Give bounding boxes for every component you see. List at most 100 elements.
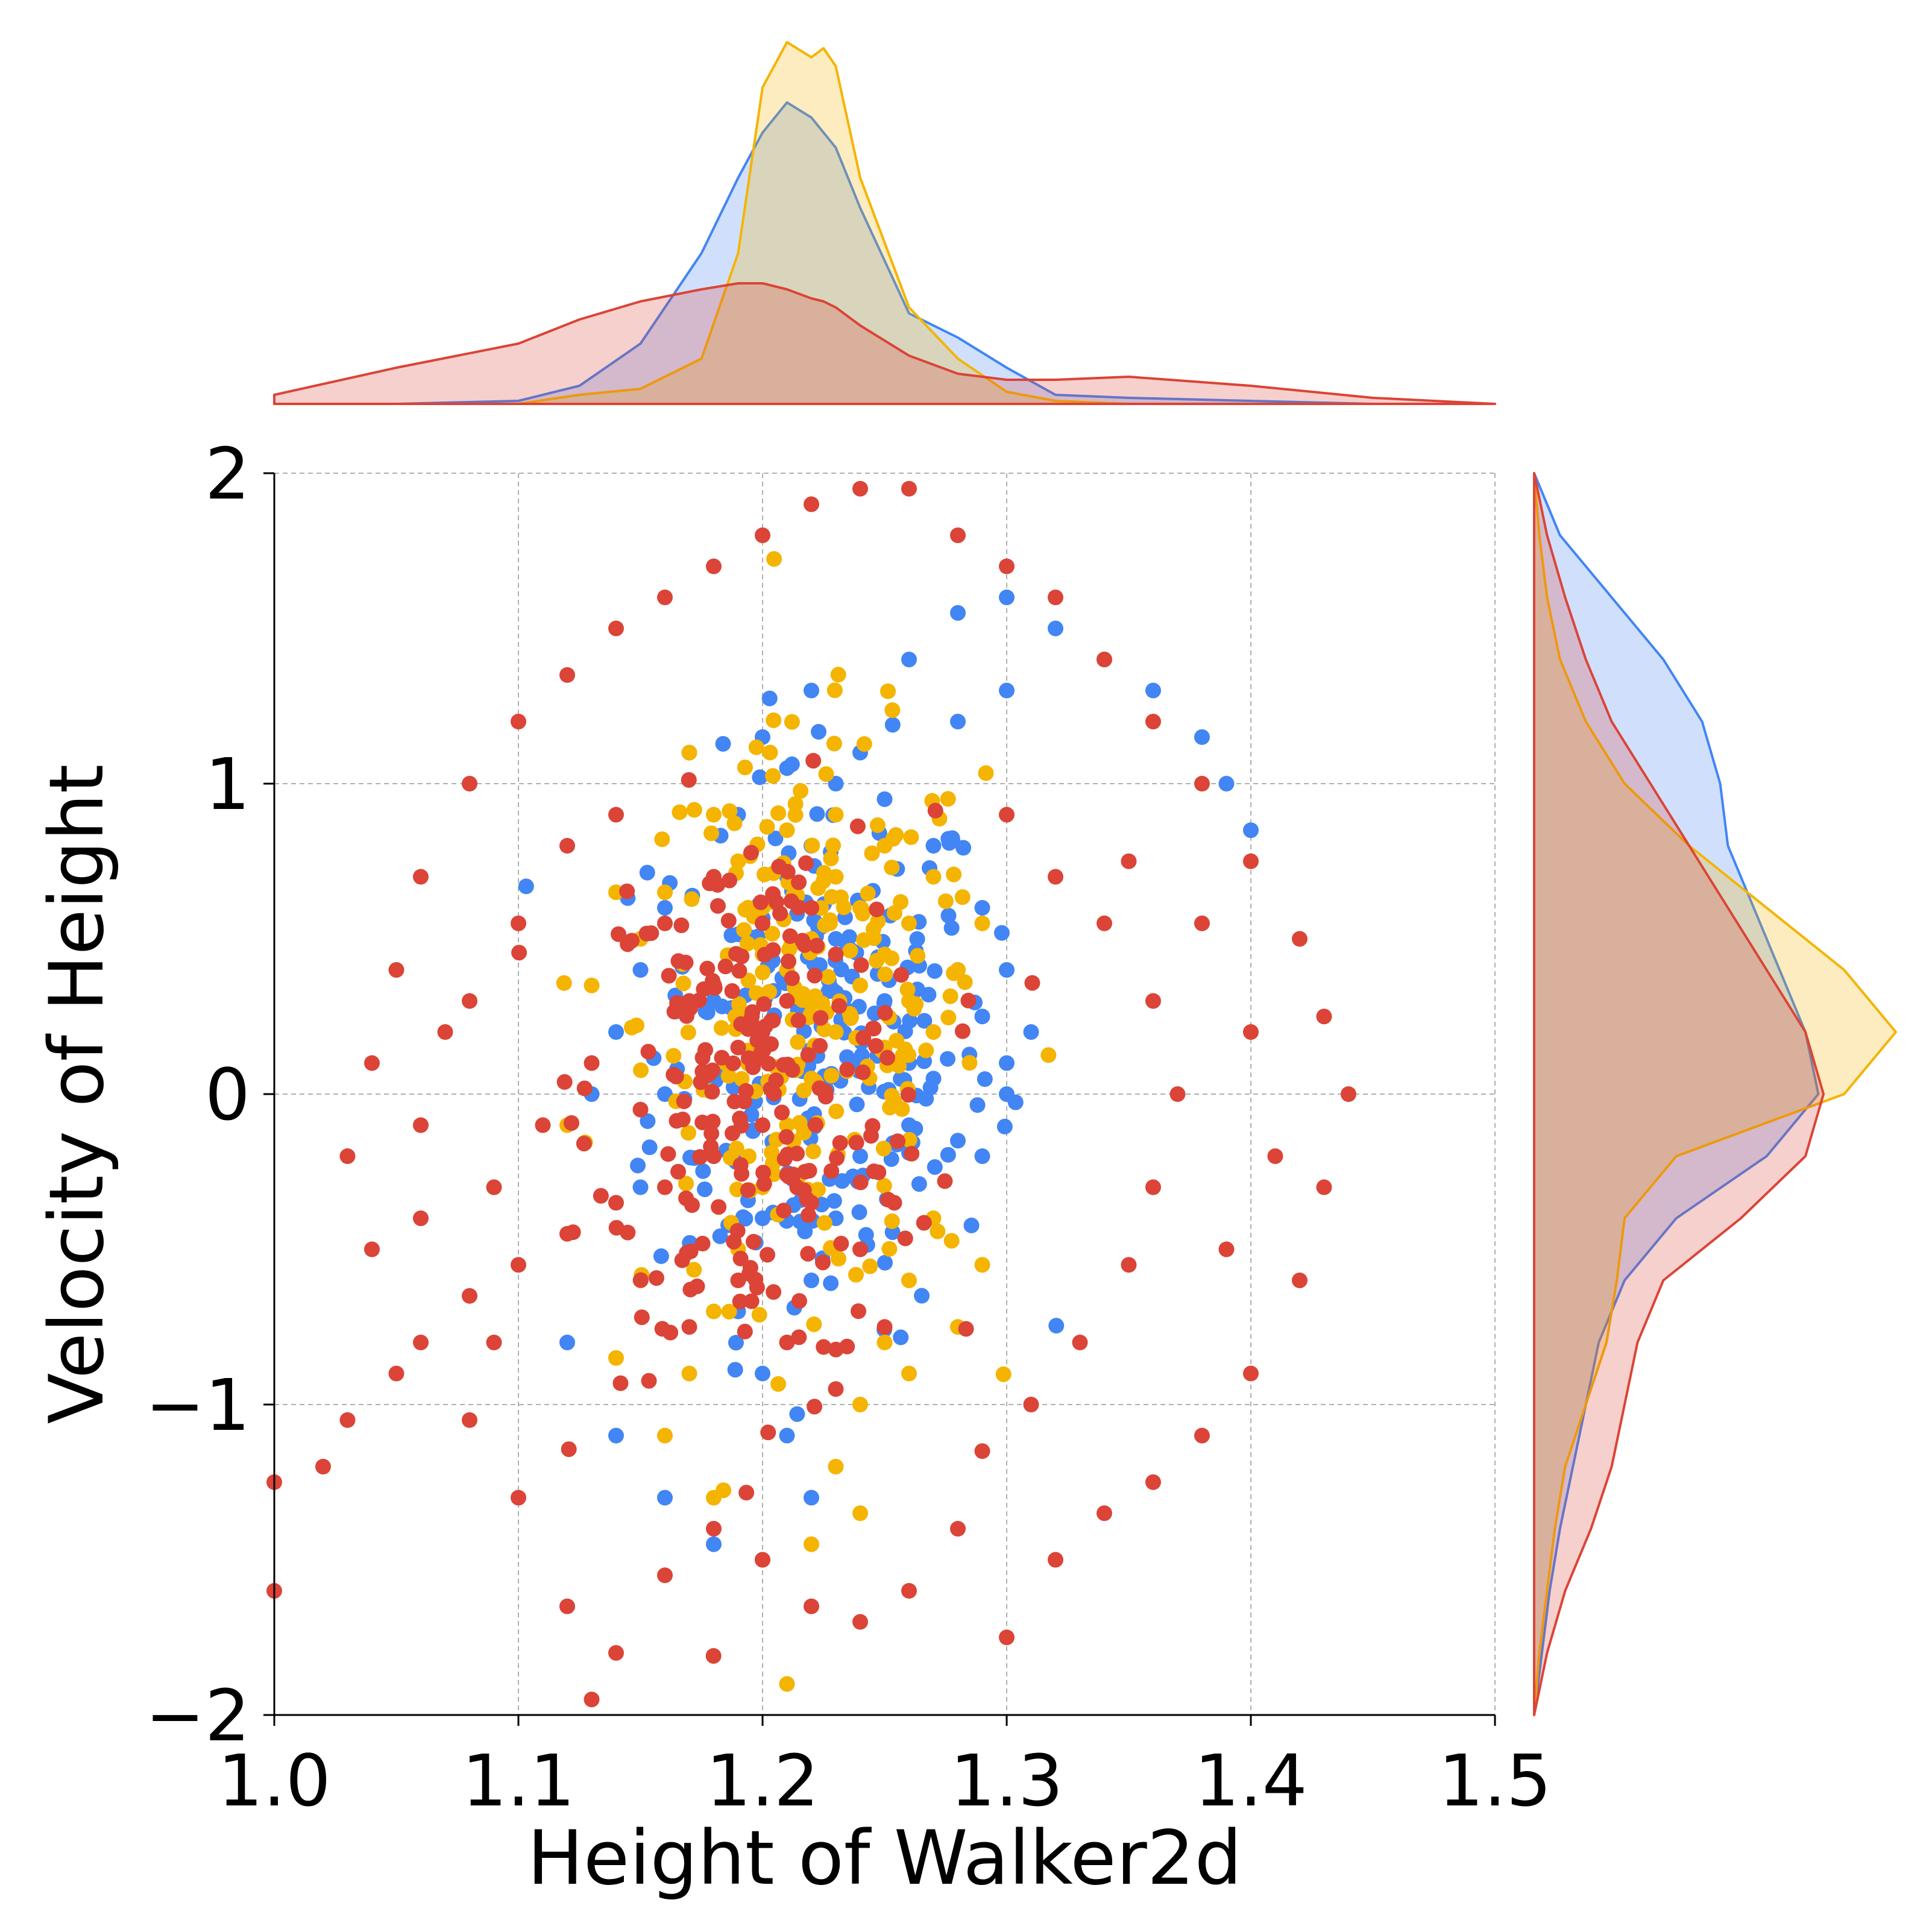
series-2-core-point-169	[676, 1093, 692, 1109]
series-2-core-point-157	[638, 925, 655, 942]
series-2-point-95	[559, 838, 575, 854]
series-2-core-point-181	[781, 1169, 797, 1185]
top-kde-series-0	[273, 101, 1496, 405]
series-2-core-point-213	[678, 954, 694, 971]
series-1-core-point-66	[940, 1010, 957, 1026]
series-2-point-43	[1097, 1505, 1112, 1521]
series-2-point-42	[1145, 1474, 1161, 1490]
series-2-point-74	[681, 1319, 697, 1335]
series-1-core-point-49	[823, 1068, 840, 1084]
series-0-point-19	[999, 962, 1015, 978]
series-2-core-point-92	[852, 1174, 869, 1191]
series-2-point-32	[1145, 714, 1161, 729]
series-2-core-point-57	[612, 1375, 629, 1391]
series-1-core-point-72	[787, 807, 804, 823]
series-1-core-point-216	[830, 667, 846, 683]
series-2-core-point-131	[927, 802, 943, 819]
series-2-core-point-177	[744, 1008, 760, 1024]
series-0-point-37	[755, 1365, 770, 1382]
series-1-point-47	[828, 807, 844, 823]
series-2-core-point-110	[778, 1128, 795, 1145]
right-kde-series-2	[1533, 472, 1825, 1716]
series-2-point-57	[462, 1412, 477, 1428]
series-0-core-point-128	[851, 1204, 867, 1220]
series-1-core-point-55	[884, 950, 900, 966]
series-1-point-40	[584, 977, 600, 993]
series-2-core-point-103	[870, 1164, 887, 1180]
series-1-core-point-196	[823, 851, 839, 867]
series-2-core-point-53	[660, 1146, 676, 1162]
series-2-point-92	[1267, 1148, 1283, 1164]
series-0-point-10	[950, 714, 966, 729]
series-2-core-point-204	[697, 1042, 714, 1058]
series-1-core-point-125	[843, 1010, 859, 1026]
series-2-point-56	[511, 1490, 526, 1506]
series-2-core-point-105	[855, 1030, 872, 1046]
series-1-core-point-73	[726, 815, 743, 831]
top-marginal-kde	[273, 41, 1496, 405]
series-2-core-point-146	[798, 855, 814, 871]
series-0-core-point-209	[969, 1097, 986, 1113]
series-2-core-point-60	[768, 894, 784, 910]
series-0-point-0	[901, 652, 917, 667]
series-2-core-point-194	[749, 1032, 766, 1048]
series-2-core-point-51	[724, 983, 740, 999]
series-2-core-point-219	[738, 1485, 755, 1501]
series-2-core-point-152	[760, 1056, 776, 1072]
series-2-core-point-197	[720, 913, 737, 929]
series-1-core-point-67	[884, 702, 901, 719]
series-1-point-37	[779, 1676, 795, 1692]
series-2-core-point-190	[734, 948, 750, 964]
series-2-core-point-97	[714, 1049, 730, 1066]
series-0-point-42	[657, 1490, 673, 1506]
series-1-core-point-170	[796, 1124, 812, 1141]
series-1-core-point-82	[666, 1048, 682, 1064]
series-1-core-point-44	[889, 1033, 905, 1049]
series-0-point-9	[999, 682, 1015, 699]
series-2-point-27	[901, 480, 917, 497]
series-2-point-96	[608, 807, 624, 823]
series-0-core-point-71	[911, 1176, 927, 1192]
series-2-point-84	[1145, 1179, 1161, 1195]
series-2-core-point-184	[774, 1104, 790, 1121]
series-2-core-point-130	[674, 1252, 690, 1268]
series-1-point-31	[876, 1335, 893, 1350]
series-2-point-36	[1316, 1008, 1332, 1025]
series-2-core-point-195	[608, 1219, 625, 1236]
series-1-core-point-59	[654, 831, 670, 848]
series-1-point-48	[779, 822, 795, 839]
series-2-point-41	[1194, 1427, 1210, 1444]
series-2-core-point-52	[732, 1157, 749, 1173]
series-2-core-point-187	[790, 899, 807, 916]
series-2-point-86	[1072, 1335, 1088, 1350]
series-1-core-point-211	[885, 831, 901, 847]
series-1-core-point-58	[810, 1182, 826, 1198]
series-1-core-point-79	[884, 1213, 900, 1229]
series-1-core-point-108	[770, 805, 787, 821]
series-2-point-44	[1048, 1552, 1063, 1568]
series-2-point-93	[1218, 1241, 1235, 1257]
series-0-point-30	[657, 900, 673, 916]
series-2-core-point-11	[960, 992, 977, 1008]
series-1-core-point-147	[766, 551, 782, 567]
series-2-point-61	[535, 1117, 551, 1133]
series-0-core-point-113	[977, 1071, 993, 1087]
series-0-core-point-218	[993, 925, 1010, 941]
series-2-core-point-136	[800, 1245, 816, 1262]
series-2-core-point-42	[564, 1115, 580, 1131]
series-2-core-point-75	[732, 1250, 749, 1266]
series-1-core-point-92	[856, 736, 872, 752]
series-2-core-point-210	[741, 1266, 757, 1282]
series-2-point-69	[852, 1241, 868, 1257]
series-2-core-point-139	[812, 1037, 828, 1054]
series-2-point-59	[437, 1024, 453, 1040]
series-2-core-point-186	[823, 1163, 840, 1179]
series-1-point-20	[779, 1117, 795, 1133]
series-2-point-78	[804, 900, 819, 916]
series-1-core-point-210	[740, 899, 756, 916]
series-2-core-point-155	[848, 1134, 864, 1151]
series-1-core-point-139	[623, 1019, 640, 1036]
series-1-core-point-189	[842, 943, 858, 959]
series-2-core-point-87	[755, 1165, 772, 1181]
series-1-point-29	[828, 1459, 844, 1474]
